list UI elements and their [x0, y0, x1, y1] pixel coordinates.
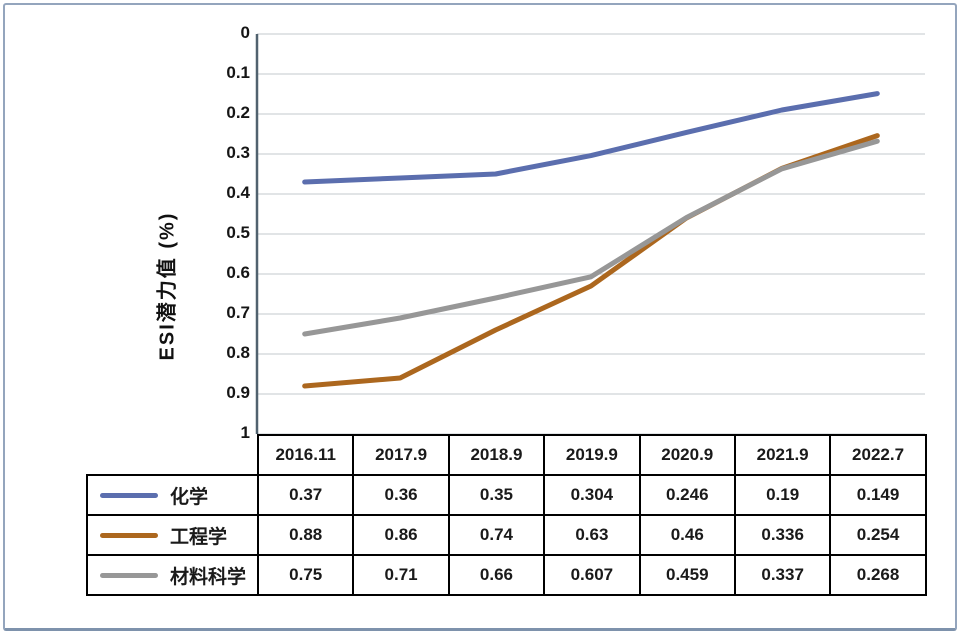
value-cell: 0.36 [352, 474, 450, 516]
value-cell: 0.63 [543, 514, 641, 556]
y-tick-label: 0.5 [226, 223, 250, 242]
value-cell: 0.88 [256, 514, 355, 556]
line-chart-plot [255, 33, 925, 435]
value-cell: 0.75 [256, 554, 355, 596]
value-cell: 0.37 [256, 474, 355, 516]
value-cell: 0.74 [447, 514, 546, 556]
table-row: 化学 0.37 0.36 0.35 0.304 0.246 0.19 0.149 [86, 474, 927, 516]
y-tick-label: 0.1 [226, 63, 250, 82]
value-cell: 0.46 [638, 514, 736, 556]
series-line-0 [302, 91, 880, 185]
value-cell: 0.254 [829, 514, 927, 556]
value-cell: 0.66 [447, 554, 546, 596]
column-header: 2019.9 [543, 434, 641, 476]
value-cell: 0.35 [447, 474, 546, 516]
y-tick-label: 0.3 [226, 143, 250, 162]
column-header: 2020.9 [638, 434, 736, 476]
table-row: 材料科学 0.75 0.71 0.66 0.607 0.459 0.337 0.268 [86, 554, 927, 596]
legend-line-icon [100, 532, 158, 538]
table-corner-cell [87, 435, 258, 475]
y-tick-label: 0.8 [226, 343, 250, 362]
legend-cell: 工程学 [86, 514, 259, 556]
value-cell: 0.304 [543, 474, 641, 516]
data-table-head-row: 2016.11 2017.9 2018.9 2019.9 2020.9 2021.9 202… [87, 434, 927, 476]
y-tick-label: 0.9 [226, 383, 250, 402]
data-table: 2016.11 2017.9 2018.9 2019.9 2020.9 2021.9 202… [86, 434, 927, 596]
column-header: 2018.9 [447, 434, 546, 476]
value-cell: 0.459 [638, 554, 736, 596]
y-tick-label: 0 [240, 23, 250, 42]
legend-cell: 化学 [86, 474, 259, 516]
series-line-1 [302, 133, 880, 389]
legend-cell: 材料科学 [86, 554, 259, 596]
value-cell: 0.268 [829, 554, 927, 596]
column-header: 2016.11 [256, 434, 355, 476]
legend-label: 材料科学 [170, 566, 247, 588]
y-tick-label: 0.7 [226, 303, 250, 322]
value-cell: 0.246 [638, 474, 736, 516]
legend-label: 化学 [170, 486, 209, 508]
column-header: 2021.9 [733, 434, 832, 476]
y-axis-title: ESI潜力值 (%) [156, 211, 179, 361]
y-tick-label: 0.4 [226, 183, 250, 202]
series-line-2 [302, 138, 880, 337]
column-header: 2022.7 [829, 434, 927, 476]
value-cell: 0.149 [829, 474, 927, 516]
value-cell: 0.337 [733, 554, 832, 596]
data-table-body: 化学 0.37 0.36 0.35 0.304 0.246 0.19 0.149 工程学 0.88… [86, 474, 927, 596]
value-cell: 0.71 [352, 554, 450, 596]
value-cell: 0.336 [733, 514, 832, 556]
legend-line-icon [100, 492, 158, 498]
y-tick-label: 0.6 [226, 263, 250, 282]
legend-label: 工程学 [170, 526, 228, 548]
legend-line-icon [100, 572, 158, 578]
table-row: 工程学 0.88 0.86 0.74 0.63 0.46 0.336 0.254 [86, 514, 927, 556]
value-cell: 0.86 [352, 514, 450, 556]
value-cell: 0.19 [733, 474, 832, 516]
column-header: 2017.9 [352, 434, 450, 476]
y-tick-label: 1 [240, 423, 250, 442]
y-tick-label: 0.2 [226, 103, 250, 122]
value-cell: 0.607 [543, 554, 641, 596]
